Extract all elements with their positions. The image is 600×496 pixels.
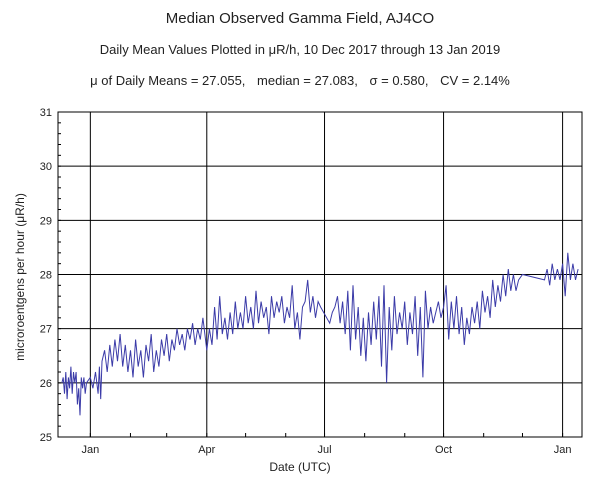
y-tick-label: 25 — [40, 432, 52, 444]
stat-sigma: σ = 0.580, — [369, 73, 429, 88]
x-tick-label: Apr — [198, 444, 215, 456]
y-tick-label: 28 — [40, 270, 52, 282]
chart-subtitle: Daily Mean Values Plotted in μR/h, 10 De… — [99, 42, 501, 57]
series-line — [61, 252, 579, 416]
y-tick-label: 29 — [40, 215, 52, 227]
y-tick-label: 31 — [40, 107, 52, 119]
chart-stats: μ of Daily Means = 27.055, median = 27.0… — [0, 73, 600, 88]
x-tick-label: Jan — [554, 444, 572, 456]
x-axis-label: Date (UTC) — [269, 460, 331, 474]
x-tick-label: Oct — [435, 444, 452, 456]
y-tick-label: 26 — [40, 378, 52, 390]
stat-cv: CV = 2.14% — [440, 73, 510, 88]
y-tick-label: 30 — [40, 161, 52, 173]
stat-median: median = 27.083, — [257, 73, 358, 88]
x-tick-label: Jul — [317, 444, 331, 456]
y-tick-label: 27 — [40, 324, 52, 336]
x-tick-label: Jan — [81, 444, 99, 456]
chart-title: Median Observed Gamma Field, AJ4CO — [165, 10, 435, 27]
stat-mean: μ of Daily Means = 27.055, — [90, 73, 246, 88]
